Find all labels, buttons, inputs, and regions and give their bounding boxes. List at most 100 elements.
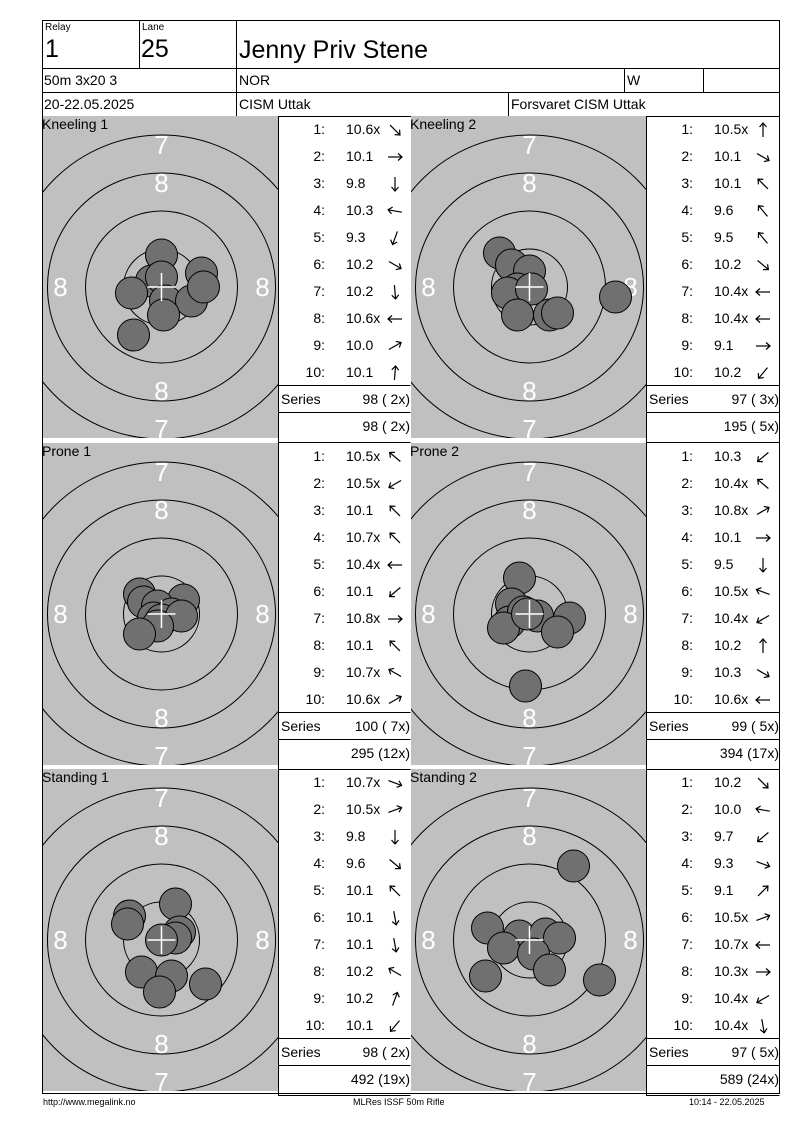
shot-row: 4: 10.7x (280, 524, 410, 551)
shot-impact (583, 963, 616, 997)
shot-number: 8: (313, 310, 325, 326)
direction-arrow-icon (756, 534, 771, 542)
shot-row: 8: 10.2 (648, 632, 779, 659)
ring (415, 825, 644, 1055)
ring (453, 863, 606, 1017)
shot-number: 3: (681, 175, 693, 191)
ring-label: 8 (421, 272, 435, 302)
shot-row: 2: 10.5x (280, 470, 410, 497)
cumulative-total: 589 (24x) (719, 1071, 779, 1087)
shot-row: 7: 10.4x (648, 605, 779, 632)
shot-score: 10.1 (346, 909, 374, 925)
shot-number: 8: (313, 963, 325, 979)
direction-arrow-icon (755, 696, 770, 704)
shot-number: 5: (313, 556, 325, 572)
shot-score: 9.7 (714, 828, 734, 844)
direction-arrow-icon (388, 587, 401, 598)
shot-row: 7: 10.7x (648, 931, 779, 958)
shot-number: 5: (681, 229, 693, 245)
shot-score: 9.5 (714, 556, 734, 572)
direction-arrow-icon (387, 315, 402, 323)
shot-row: 1: 10.5x (280, 443, 410, 470)
direction-arrow-icon (389, 124, 401, 136)
shot-row: 4: 9.6 (280, 850, 410, 877)
shot-number: 4: (681, 529, 693, 545)
shot-row: 1: 10.2 (648, 769, 779, 796)
series-total: 97 ( 5x) (731, 1044, 779, 1060)
shot-score: 10.4x (714, 1017, 749, 1033)
series-label: Series (281, 718, 321, 734)
direction-arrow-icon (388, 667, 402, 678)
direction-arrow-icon (755, 315, 770, 323)
series-total-row: Series 98 ( 2x) (280, 386, 410, 413)
shot-row: 3: 10.1 (648, 170, 779, 197)
shot-row: 1: 10.3 (648, 443, 779, 470)
shot-score: 10.4x (714, 283, 749, 299)
direction-arrow-icon (389, 859, 402, 870)
shot-number: 7: (313, 283, 325, 299)
nation: NOR (239, 72, 271, 88)
shot-number: 4: (313, 855, 325, 871)
ring-label: 7 (154, 1067, 168, 1091)
shot-number: 1: (681, 448, 693, 464)
ring-label: 7 (154, 130, 168, 160)
footer-timestamp: 10:14 - 22.05.2025 (689, 1097, 765, 1107)
target-3: 7 8 8 7 8 8 (43, 443, 278, 765)
ring-label: 7 (154, 457, 168, 487)
target-4: 7 8 8 7 8 8 (411, 443, 646, 765)
target-5: 7 8 8 7 8 8 (43, 769, 278, 1091)
shot-score: 10.5x (714, 121, 749, 137)
shot-row: 5: 9.1 (648, 877, 779, 904)
series-title: Kneeling 1 (42, 116, 109, 132)
shot-score: 10.7x (346, 529, 381, 545)
ring-label: 7 (522, 783, 536, 813)
shot-score: 10.1 (346, 502, 374, 518)
shot-number: 4: (681, 202, 693, 218)
ring-label: 8 (522, 821, 536, 851)
direction-arrow-icon (391, 284, 400, 300)
shot-score: 10.2 (714, 364, 742, 380)
ring-label: 8 (154, 1029, 168, 1059)
shot-impact (159, 887, 192, 921)
shot-score: 10.1 (346, 1017, 374, 1033)
ring (411, 134, 646, 438)
direction-arrow-icon (391, 365, 400, 381)
direction-arrow-icon (756, 913, 771, 921)
direction-arrow-icon (389, 532, 401, 544)
shot-impact (469, 959, 502, 993)
shot-number: 2: (313, 475, 325, 491)
series-label: Series (649, 391, 689, 407)
shot-number: 6: (313, 256, 325, 272)
shot-row: 10: 10.1 (280, 359, 410, 386)
cumulative-total: 295 (12x) (350, 745, 410, 761)
direction-arrow-icon (757, 885, 769, 897)
ring-label: 7 (522, 741, 536, 765)
shot-row: 1: 10.7x (280, 769, 410, 796)
direction-arrow-icon (389, 640, 401, 652)
direction-arrow-icon (756, 994, 770, 1005)
cumulative-total: 394 (17x) (719, 745, 779, 761)
ring (415, 172, 644, 402)
shot-number: 2: (681, 475, 693, 491)
direction-arrow-icon (759, 638, 767, 653)
ring (415, 499, 644, 729)
shot-row: 9: 9.1 (648, 332, 779, 359)
direction-arrow-icon (756, 342, 771, 350)
ring-label: 7 (154, 741, 168, 765)
shot-row: 6: 10.5x (648, 578, 779, 605)
footer-url[interactable]: http://www.megalink.no (43, 1097, 136, 1107)
shot-impact (533, 953, 566, 987)
cumulative-total: 195 ( 5x) (723, 418, 779, 434)
ring-label: 8 (53, 272, 67, 302)
series-title: Standing 2 (410, 769, 477, 785)
shot-number: 5: (313, 229, 325, 245)
direction-arrow-icon (391, 830, 399, 845)
shot-row: 2: 10.1 (648, 143, 779, 170)
shot-row: 5: 9.5 (648, 551, 779, 578)
shot-score: 9.3 (714, 855, 734, 871)
shot-score: 10.1 (714, 175, 742, 191)
shot-score: 10.6x (346, 121, 381, 137)
shot-impact (557, 849, 590, 883)
shot-number: 10: (305, 1017, 325, 1033)
